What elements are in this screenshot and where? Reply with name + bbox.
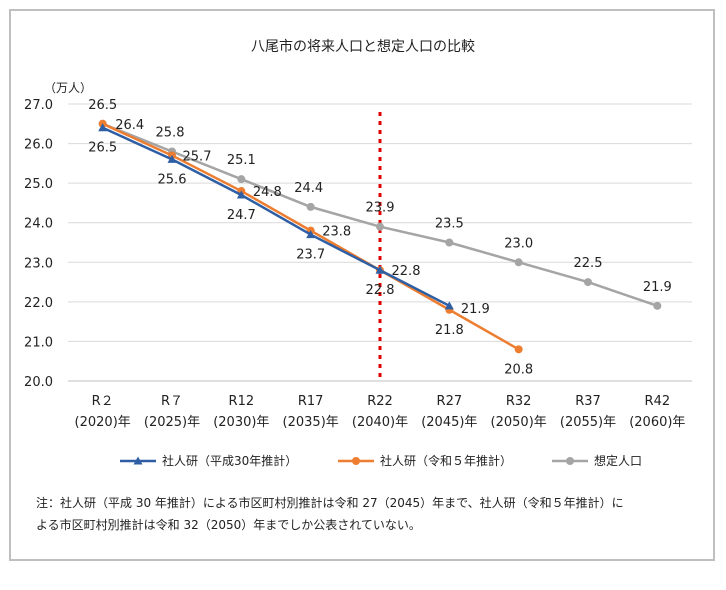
x-tick-label: R27 [437,394,463,409]
data-label: 21.8 [435,323,464,338]
data-label: 23.9 [366,201,395,216]
x-tick-label: R17 [298,394,324,409]
data-label: 25.6 [158,172,187,187]
x-tick-label: R７ [161,394,183,409]
series-line [102,126,450,307]
data-point [444,301,454,310]
data-label: 20.8 [504,362,533,377]
legend-item-series-1: 社人研（平成30年推計） [118,452,297,469]
x-tick-year-label: (2020)年 [75,415,131,430]
legend-label-series-2: 社人研（令和５年推計） [380,454,513,468]
x-tick-label: R12 [229,394,255,409]
x-tick-year-label: (2055)年 [560,415,616,430]
data-label: 23.7 [296,248,325,263]
data-point [653,301,662,310]
data-label: 23.0 [504,236,533,251]
y-tick-label: 21.0 [24,335,53,350]
legend-label-series-1: 社人研（平成30年推計） [162,454,298,468]
legend-label-series-3: 想定人口 [594,454,643,468]
data-label: 22.5 [574,256,603,271]
data-label: 21.9 [643,280,672,295]
data-label: 21.9 [461,302,490,317]
data-label: 22.8 [392,264,421,279]
x-tick-year-label: (2060)年 [629,415,685,430]
legend-swatch-series-3 [552,456,588,465]
y-axis-unit-label: （万人） [44,81,93,95]
chart-title: 八尾市の将来人口と想定人口の比較 [251,39,475,55]
legend-swatch-series-2 [338,456,374,465]
x-tick-label: R42 [645,394,671,409]
footnote-line-1: 注：社人研（平成 30 年推計）による市区町村別推計は令和 27（2045）年ま… [36,496,624,510]
y-tick-label: 24.0 [24,217,53,232]
y-tick-label: 27.0 [24,98,53,113]
data-label: 26.4 [115,118,144,133]
data-label: 23.5 [435,217,464,232]
data-label: 25.8 [156,125,185,140]
data-label: 26.5 [88,98,117,113]
x-tick-year-label: (2040)年 [352,415,408,430]
x-tick-year-label: (2045)年 [421,415,477,430]
legend-item-series-3: 想定人口 [550,452,642,469]
y-tick-label: 26.0 [24,138,53,153]
data-label: 24.7 [227,208,256,223]
x-tick-label: R32 [506,394,532,409]
x-tick-year-label: (2035)年 [283,415,339,430]
y-tick-label: 20.0 [24,375,53,390]
data-point [237,175,246,184]
data-point [306,202,315,211]
data-label: 24.8 [253,185,282,200]
x-tick-label: R22 [367,394,393,409]
data-point [375,265,385,274]
data-point [584,278,592,287]
data-label: 24.4 [294,181,323,196]
x-tick-label: R37 [575,394,601,409]
data-label: 25.7 [183,149,212,164]
data-label: 23.8 [322,225,351,240]
data-point [514,258,523,267]
data-point [167,154,177,163]
footnote-line-2: よる市区町村別推計は令和 32（2050）年までしか公表されていない。 [36,518,421,532]
data-point [376,222,384,231]
data-point [236,190,246,199]
chart-legend: 社人研（平成30年推計） 社人研（令和５年推計） 想定人口 [0,452,726,472]
legend-item-series-2: 社人研（令和５年推計） [336,452,512,469]
y-tick-label: 23.0 [24,256,53,271]
data-label: 22.8 [366,283,395,298]
footnote: 注：社人研（平成 30 年推計）による市区町村別推計は令和 27（2045）年ま… [36,492,686,536]
data-point [445,238,454,247]
x-tick-year-label: (2030)年 [213,415,269,430]
data-point [514,345,523,354]
x-tick-year-label: (2050)年 [491,415,547,430]
data-point [306,230,316,239]
legend-swatch-series-1 [120,456,156,464]
y-tick-label: 25.0 [24,177,53,192]
x-tick-year-label: (2025)年 [144,415,200,430]
data-label: 25.1 [227,153,256,168]
y-tick-label: 22.0 [24,296,53,311]
data-label: 26.5 [88,141,117,156]
data-point [98,123,108,132]
x-tick-label: R２ [92,394,114,409]
